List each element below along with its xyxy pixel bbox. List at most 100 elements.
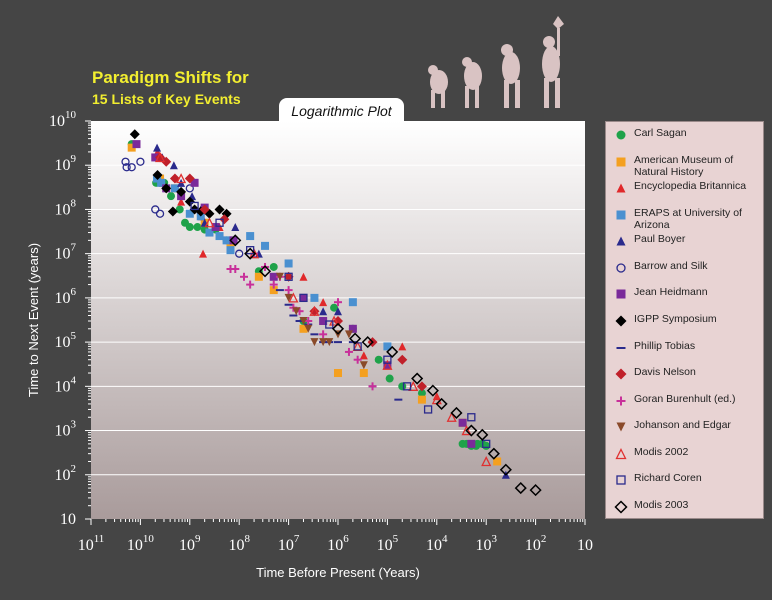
point-jean-heidmann <box>190 178 199 187</box>
point-jean-heidmann <box>383 361 392 370</box>
point-encyclopedia-britannica <box>177 197 186 206</box>
point-richard-coren <box>482 439 491 449</box>
chart-subtitle: 15 Lists of Key Events <box>92 91 241 107</box>
point-johanson-and-edgar <box>319 338 328 347</box>
x-tick-label: 10 <box>577 537 593 554</box>
y-tick-label: 1010 <box>49 109 77 130</box>
point-richard-coren <box>284 272 293 281</box>
legend-marker-eraps-at-university-of-arizona <box>616 210 626 220</box>
point-goran-burenhult-ed <box>284 286 293 295</box>
point-goran-burenhult-ed <box>239 272 248 281</box>
point-modis-2003 <box>487 447 500 460</box>
point-jean-heidmann <box>467 439 476 448</box>
x-tick-label: 106 <box>327 533 349 554</box>
point-encyclopedia-britannica <box>319 298 328 307</box>
legend-label: Johanson and Edgar <box>634 419 731 432</box>
point-modis-2003 <box>499 463 512 476</box>
point-carl-sagan <box>482 441 491 450</box>
point-encyclopedia-britannica <box>359 351 368 360</box>
point-goran-burenhult-ed <box>269 280 278 289</box>
point-modis-2003 <box>514 482 527 495</box>
legend-label: Encyclopedia Britannica <box>634 180 747 193</box>
point-eraps-at-university-of-arizona <box>261 241 270 250</box>
y-axis-label: Time to Next Event (years) <box>26 243 41 397</box>
legend-label: Barrow and Silk <box>634 259 708 272</box>
point-barrow-and-silk <box>155 209 165 218</box>
legend-marker-american-museum-of-natural-history <box>616 157 626 167</box>
point-eraps-at-university-of-arizona <box>157 178 166 187</box>
point-modis-2003 <box>258 265 272 278</box>
point-modis-2002 <box>481 456 492 467</box>
evolution-silhouette-icon <box>428 16 564 108</box>
point-igpp-symposium <box>129 129 140 140</box>
point-paul-boyer <box>153 143 162 152</box>
point-goran-burenhult-ed <box>319 330 328 339</box>
legend-marker-jean-heidmann <box>616 289 626 299</box>
point-eraps-at-university-of-arizona <box>383 342 392 351</box>
point-richard-coren <box>299 293 308 303</box>
plot-type-label: Logarithmic Plot <box>279 98 404 124</box>
point-johanson-and-edgar <box>344 330 353 339</box>
y-tick-label: 109 <box>55 153 77 174</box>
point-igpp-symposium <box>176 186 187 197</box>
x-tick-label: 102 <box>525 533 547 554</box>
point-davis-nelson <box>161 156 172 167</box>
point-modis-2002 <box>309 305 320 316</box>
point-goran-burenhult-ed <box>304 317 313 326</box>
point-modis-2003 <box>244 247 257 260</box>
point-encyclopedia-britannica <box>398 342 407 351</box>
point-american-museum-of-natural-history <box>269 286 278 295</box>
y-tick-label: 107 <box>55 242 77 263</box>
point-davis-nelson <box>283 271 294 282</box>
x-tick-label: 107 <box>278 533 300 554</box>
point-barrow-and-silk <box>151 205 160 214</box>
point-modis-2003 <box>361 336 374 349</box>
point-carl-sagan <box>193 223 202 232</box>
x-axis-label: Time Before Present (Years) <box>256 565 420 580</box>
point-barrow-and-silk <box>122 163 131 172</box>
point-richard-coren <box>467 413 476 422</box>
point-eraps-at-university-of-arizona <box>348 298 357 307</box>
point-modis-2002 <box>446 411 457 422</box>
point-carl-sagan <box>398 382 407 391</box>
legend: Carl Sagan American Museum of Natural His… <box>605 121 764 519</box>
point-carl-sagan <box>473 439 482 448</box>
point-american-museum-of-natural-history <box>127 143 136 152</box>
y-tick-label: 105 <box>55 330 77 351</box>
point-american-museum-of-natural-history <box>493 457 502 466</box>
legend-symbol <box>616 263 626 273</box>
grid-lines <box>91 164 585 476</box>
point-paul-boyer <box>231 223 240 232</box>
legend-label: Modis 2002 <box>634 445 689 458</box>
legend-symbol <box>616 422 626 432</box>
point-davis-nelson <box>184 173 195 184</box>
point-modis-2003 <box>450 406 463 420</box>
point-richard-coren <box>402 382 412 391</box>
legend-symbol <box>616 183 626 193</box>
point-modis-2003 <box>465 424 478 437</box>
point-eraps-at-university-of-arizona <box>205 228 214 237</box>
point-johanson-and-edgar <box>292 307 301 316</box>
point-carl-sagan <box>269 262 278 271</box>
legend-label: Davis Nelson <box>634 366 696 379</box>
legend-label: American Museum of Natural History <box>634 153 734 178</box>
legend-symbol <box>614 500 628 514</box>
legend-marker-paul-boyer <box>616 236 626 246</box>
legend-symbol <box>616 346 626 349</box>
point-jean-heidmann <box>458 418 467 427</box>
x-tick-label: 104 <box>426 533 448 554</box>
point-davis-nelson <box>309 306 320 317</box>
point-american-museum-of-natural-history <box>417 395 426 404</box>
point-jean-heidmann <box>229 236 238 245</box>
point-richard-coren <box>325 320 334 329</box>
point-american-museum-of-natural-history <box>334 369 342 378</box>
point-modis-2002 <box>288 292 299 303</box>
point-american-museum-of-natural-history <box>226 241 235 250</box>
point-igpp-symposium <box>167 206 178 217</box>
point-goran-burenhult-ed <box>334 298 342 307</box>
legend-marker-carl-sagan <box>616 130 626 140</box>
point-johanson-and-edgar <box>304 324 313 333</box>
point-richard-coren <box>353 342 362 351</box>
point-carl-sagan <box>385 374 394 383</box>
x-tick-label: 1010 <box>127 533 155 554</box>
